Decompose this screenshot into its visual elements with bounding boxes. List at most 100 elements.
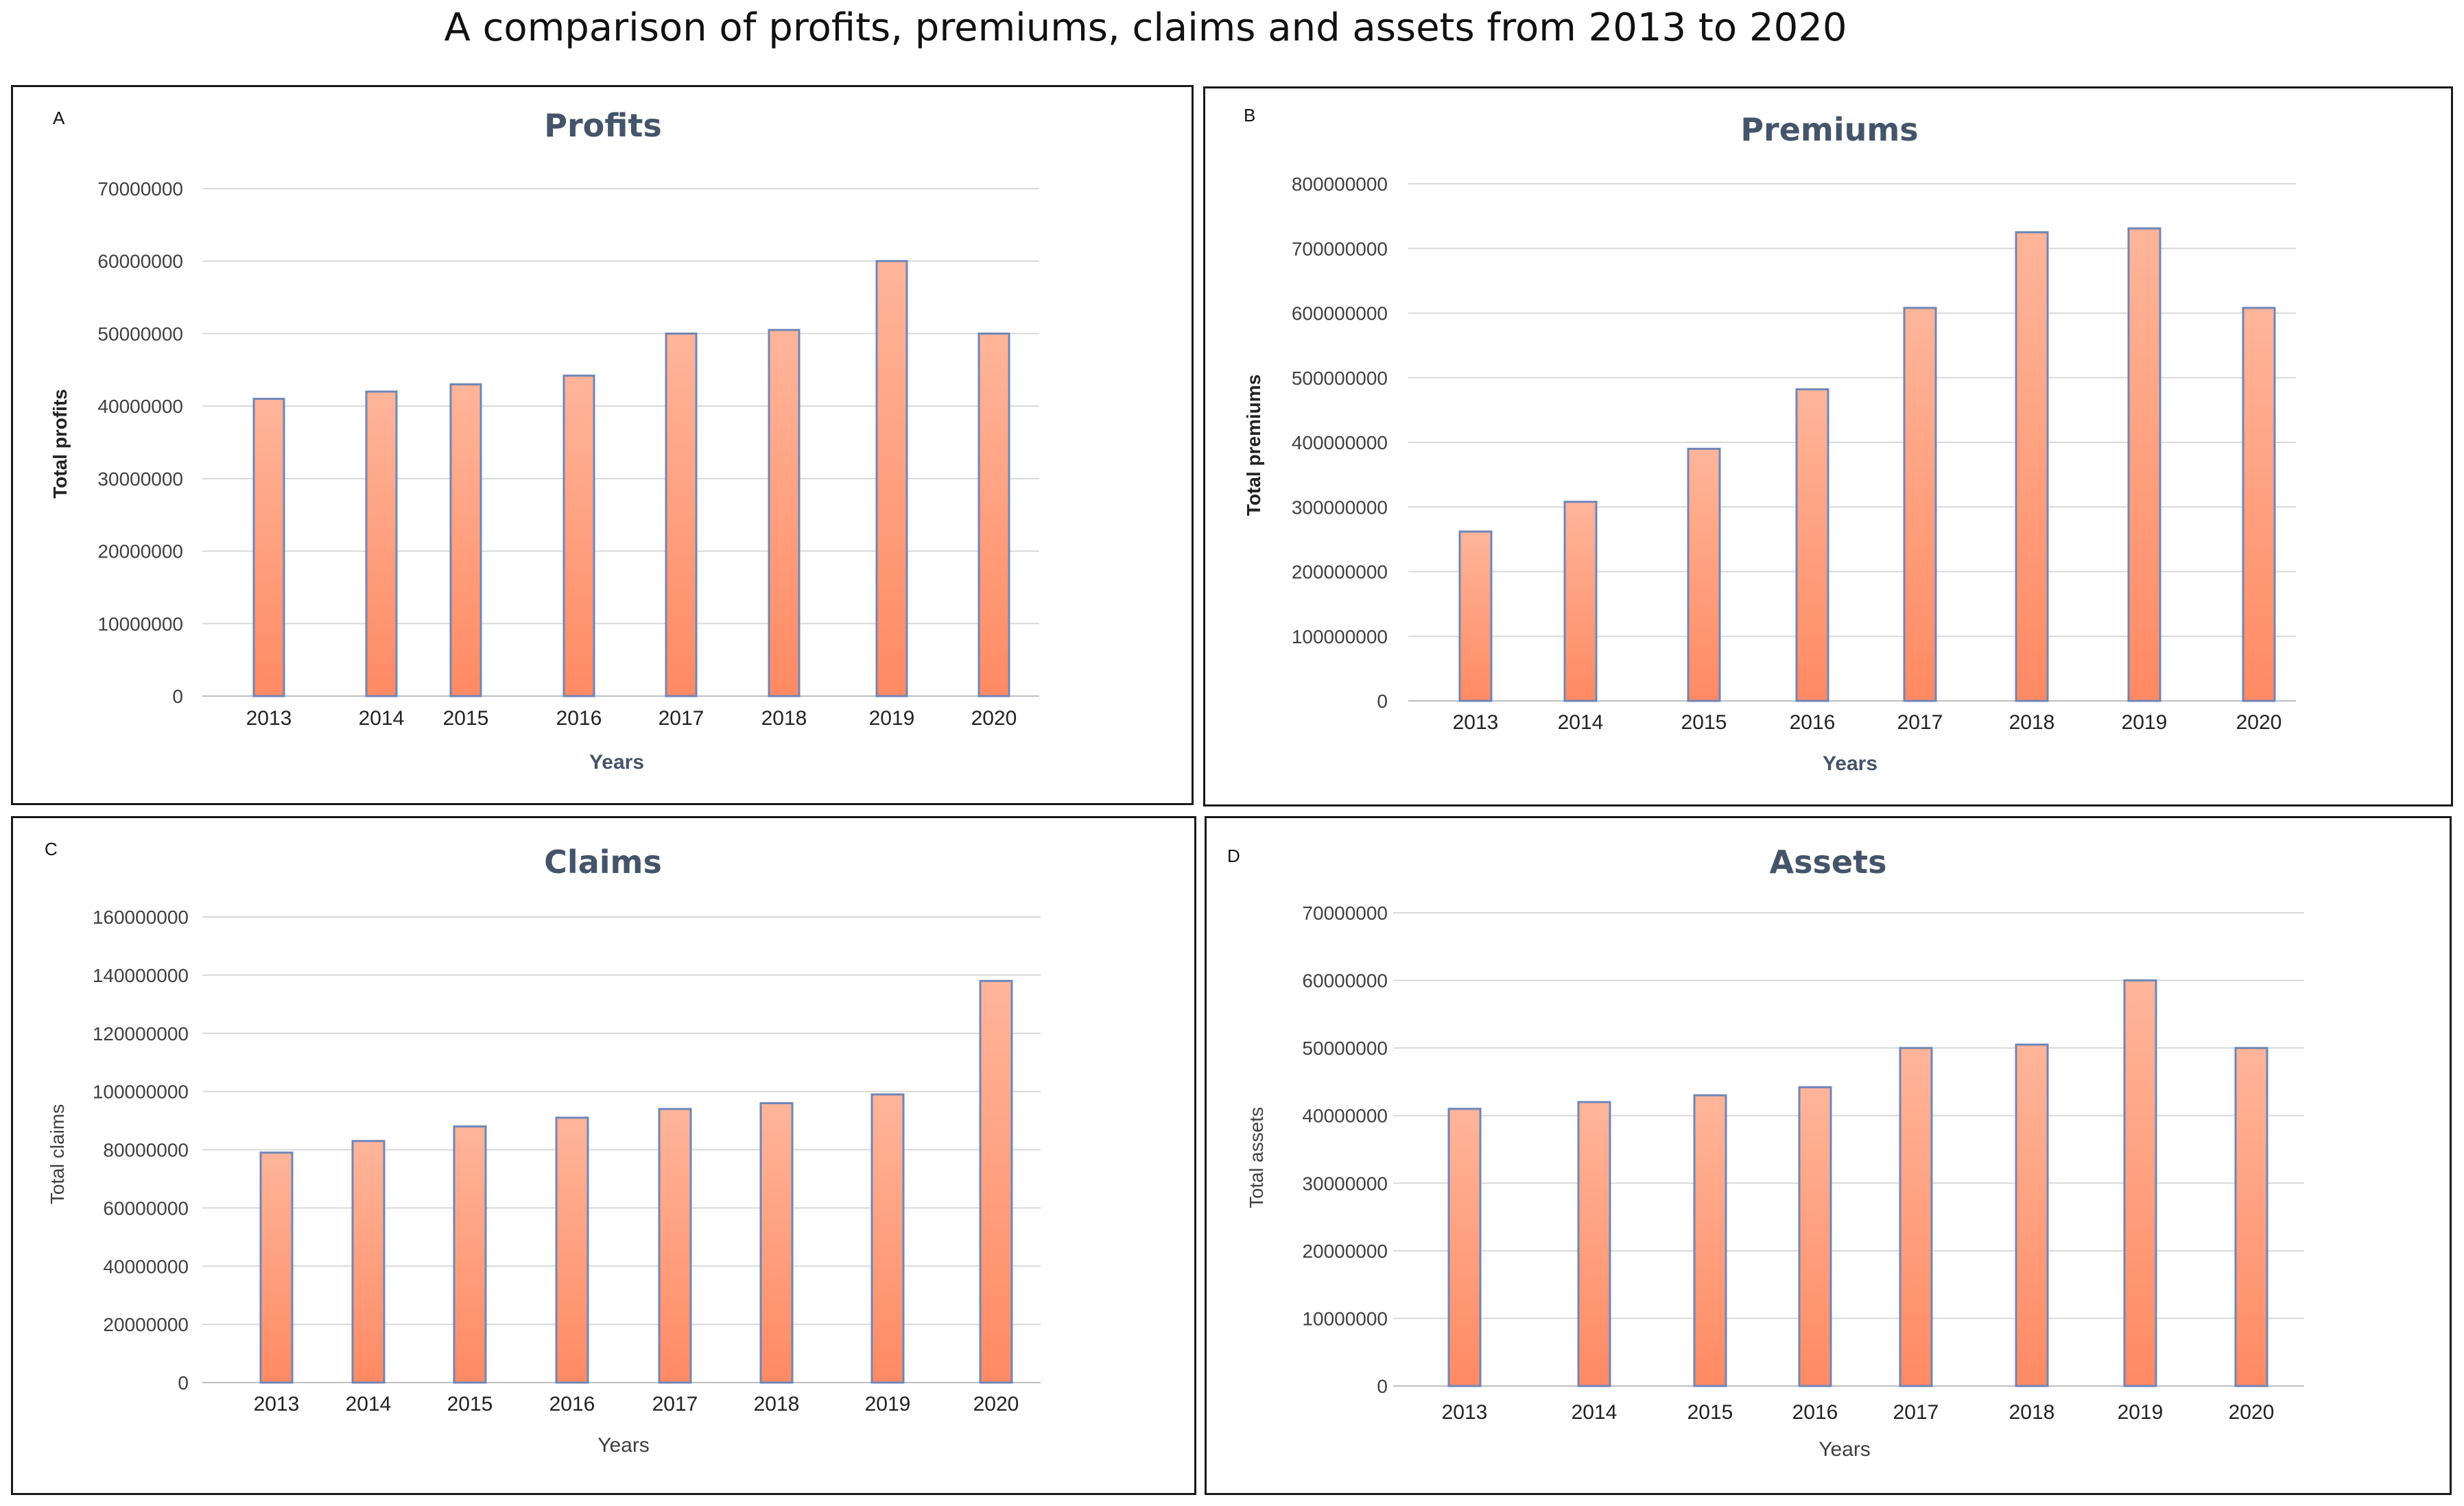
premiums-x-ticks: 2013 2014 2015 2016 2017 2018 2019 2020 — [1453, 711, 2282, 734]
x-tick-label: 2019 — [2118, 1401, 2164, 1424]
y-tick-label: 0 — [172, 686, 183, 707]
bar-2019 — [2123, 979, 2157, 1387]
y-tick-label: 60000000 — [103, 1197, 189, 1219]
bar-2017 — [658, 1108, 692, 1384]
chart-title-assets: Assets — [1770, 844, 1887, 881]
claims-y-ticks: 0 20000000 40000000 60000000 80000000 1000000… — [93, 907, 189, 1394]
claims-chart: C Claims 0 20000000 40000000 60000000 800000… — [45, 839, 1041, 1457]
premiums-chart: B Premiums 0 100000000 200000000 300000000 4… — [1243, 105, 2296, 775]
premiums-gridlines — [1408, 183, 2296, 702]
bar-2013 — [1458, 530, 1493, 702]
assets-gridlines — [1393, 912, 2304, 1387]
y-tick-label: 0 — [1377, 691, 1388, 712]
profits-gridlines — [202, 188, 1039, 697]
y-tick-label: 0 — [178, 1372, 189, 1394]
claims-gridlines — [202, 916, 1041, 1383]
y-tick-label: 10000000 — [97, 613, 183, 634]
profits-chart: A Profits 0 10000000 20000000 30000000 40000… — [49, 107, 1039, 774]
y-tick-label: 800000000 — [1292, 174, 1388, 195]
bar-2015 — [453, 1125, 487, 1384]
x-tick-label: 2020 — [973, 1393, 1019, 1415]
y-tick-label: 50000000 — [1302, 1038, 1388, 1059]
x-tick-label: 2020 — [2236, 711, 2282, 734]
chart-panel-premiums: B Premiums 0 100000000 200000000 300000000 4… — [1203, 86, 2453, 806]
bar-2020 — [979, 979, 1013, 1384]
bar-2014 — [1577, 1101, 1611, 1387]
x-tick-label: 2015 — [1681, 711, 1727, 734]
x-axis-label-profits: Years — [589, 751, 644, 774]
bar-2017 — [1903, 307, 1937, 702]
x-tick-label: 2016 — [549, 1393, 595, 1415]
x-tick-label: 2020 — [2229, 1401, 2275, 1424]
bar-2018 — [768, 328, 801, 697]
y-axis-label-claims: Total claims — [47, 1104, 68, 1204]
premiums-y-ticks: 0 100000000 200000000 300000000 400000000 500… — [1292, 174, 1388, 712]
panel-letter-d: D — [1227, 846, 1240, 866]
y-tick-label: 80000000 — [103, 1140, 189, 1161]
bar-2020 — [2242, 307, 2276, 702]
bar-2020 — [2234, 1047, 2268, 1387]
x-tick-label: 2018 — [761, 707, 807, 730]
bar-2018 — [2015, 231, 2049, 702]
y-tick-label: 60000000 — [97, 251, 183, 272]
y-tick-label: 40000000 — [1302, 1105, 1388, 1127]
y-tick-label: 50000000 — [97, 323, 183, 344]
panel-letter-b: B — [1244, 105, 1255, 126]
x-tick-label: 2016 — [556, 707, 602, 730]
profits-x-ticks: 2013 2014 2015 2016 2017 2018 2019 2020 — [246, 707, 1017, 730]
assets-chart: D Assets 0 10000000 20000000 30000000 400000… — [1227, 844, 2304, 1461]
profits-bars — [252, 260, 1010, 697]
y-tick-label: 70000000 — [97, 178, 183, 200]
x-tick-label: 2017 — [1893, 1401, 1939, 1424]
premiums-bars — [1458, 227, 2276, 702]
x-tick-label: 2016 — [1792, 1401, 1838, 1424]
y-tick-label: 160000000 — [93, 907, 189, 928]
bar-2016 — [1795, 388, 1829, 702]
x-tick-label: 2019 — [2122, 711, 2168, 734]
y-tick-label: 20000000 — [103, 1314, 189, 1335]
x-tick-label: 2014 — [1558, 711, 1604, 734]
y-tick-label: 40000000 — [97, 396, 183, 417]
x-tick-label: 2015 — [1687, 1401, 1733, 1424]
x-tick-label: 2018 — [2009, 1401, 2055, 1424]
x-tick-label: 2017 — [1897, 711, 1943, 734]
x-axis-label-claims: Years — [597, 1434, 650, 1457]
x-axis-label-assets: Years — [1819, 1438, 1871, 1461]
y-tick-label: 120000000 — [93, 1023, 189, 1044]
x-tick-label: 2014 — [1572, 1401, 1618, 1424]
x-tick-label: 2013 — [254, 1393, 300, 1415]
profits-y-ticks: 0 10000000 20000000 30000000 40000000 5000000… — [97, 178, 183, 707]
bar-2019 — [875, 260, 908, 697]
bar-2017 — [1899, 1047, 1933, 1387]
bar-2013 — [252, 398, 285, 697]
bar-2016 — [555, 1116, 589, 1384]
chart-panel-profits: A Profits 0 10000000 20000000 30000000 40000… — [11, 85, 1194, 805]
bar-2015 — [449, 383, 482, 697]
y-tick-label: 200000000 — [1292, 562, 1388, 583]
y-tick-label: 100000000 — [1292, 626, 1388, 647]
y-tick-label: 60000000 — [1302, 970, 1388, 992]
y-tick-label: 30000000 — [1302, 1173, 1388, 1194]
claims-x-ticks: 2013 2014 2015 2016 2017 2018 2019 2020 — [254, 1393, 1019, 1415]
assets-bars — [1447, 979, 2268, 1387]
y-tick-label: 20000000 — [97, 541, 183, 562]
y-tick-label: 100000000 — [93, 1081, 189, 1103]
y-tick-label: 20000000 — [1302, 1241, 1388, 1262]
x-tick-label: 2015 — [443, 707, 489, 730]
bar-2013 — [259, 1151, 294, 1384]
x-tick-label: 2014 — [346, 1393, 392, 1415]
x-tick-label: 2013 — [246, 707, 292, 730]
y-tick-label: 600000000 — [1292, 303, 1388, 324]
chart-panel-assets: D Assets 0 10000000 20000000 30000000 400000… — [1205, 816, 2452, 1495]
bar-2018 — [2015, 1043, 2049, 1387]
x-tick-label: 2019 — [865, 1393, 911, 1415]
y-tick-label: 500000000 — [1292, 368, 1388, 389]
bar-2014 — [1563, 501, 1598, 702]
x-tick-label: 2018 — [754, 1393, 800, 1415]
x-tick-label: 2016 — [1790, 711, 1836, 734]
y-tick-label: 700000000 — [1292, 238, 1388, 259]
figure-title: A comparison of profits, premiums, claim… — [444, 5, 1847, 50]
chart-panel-claims: C Claims 0 20000000 40000000 60000000 800000… — [11, 816, 1196, 1495]
chart-title-profits: Profits — [544, 107, 661, 144]
y-tick-label: 300000000 — [1292, 497, 1388, 518]
